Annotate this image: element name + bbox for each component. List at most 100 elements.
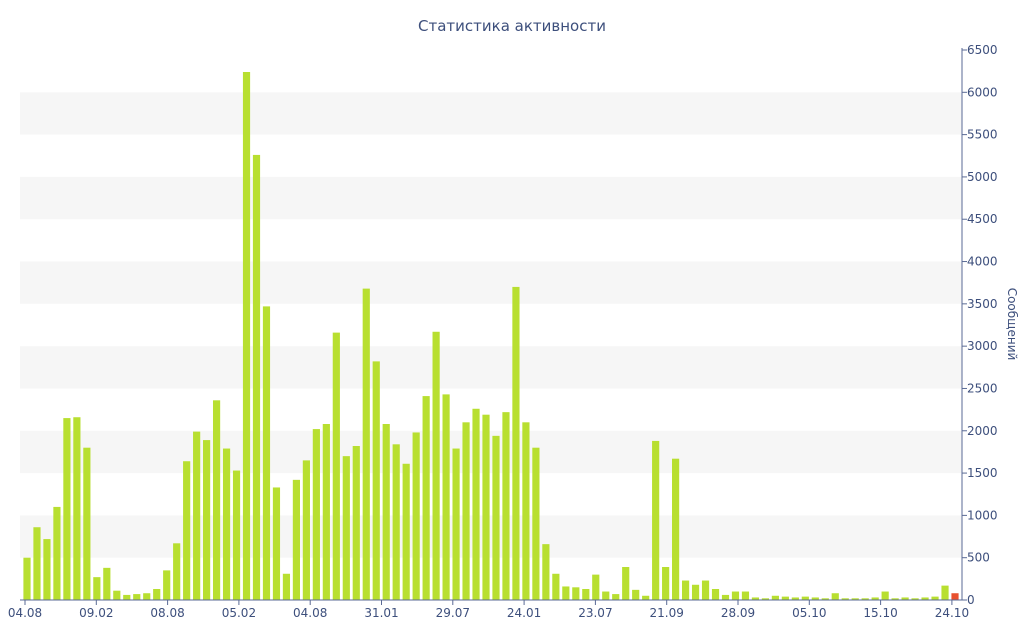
bar	[322, 424, 330, 600]
x-axis-ticks: 04.08 09.02 08.08 05.02 04.08 31.01 29.07 24.01…	[8, 600, 969, 620]
bar	[841, 598, 849, 600]
bar	[881, 591, 889, 600]
bar	[292, 479, 300, 600]
bar	[232, 470, 241, 600]
bar	[542, 544, 550, 600]
bar	[502, 412, 510, 600]
bar	[113, 590, 121, 600]
bar	[552, 573, 560, 600]
x-tick-label: 29.07	[436, 606, 470, 620]
bar	[711, 589, 720, 600]
x-tick-label: 08.08	[150, 606, 184, 620]
y-tick-label: 4000	[967, 255, 998, 269]
bar	[133, 594, 141, 600]
x-tick-label: 09.02	[79, 606, 113, 620]
bar	[562, 586, 570, 600]
bar	[642, 595, 650, 600]
bar	[662, 567, 670, 600]
bars	[23, 72, 959, 601]
bar	[891, 598, 899, 600]
y-tick-label: 3000	[967, 339, 998, 353]
bar	[472, 408, 480, 600]
y-tick-label: 1500	[967, 466, 998, 480]
bar	[342, 456, 350, 600]
bar	[422, 396, 430, 600]
bar-current	[951, 593, 959, 600]
bar	[43, 539, 51, 600]
bar	[462, 422, 470, 600]
bar	[382, 424, 390, 600]
bar	[103, 567, 111, 600]
bar	[632, 589, 640, 600]
bar	[53, 506, 61, 600]
bar	[582, 589, 590, 600]
bar	[163, 570, 171, 600]
bar	[821, 598, 829, 600]
bar	[941, 585, 949, 600]
bar	[612, 594, 620, 600]
bar	[921, 597, 929, 600]
bar	[222, 448, 231, 600]
bar	[362, 288, 370, 600]
y-axis-ticks: 0 500 1000 1500 2000 2500 3000 3500 4000 4500 5000…	[962, 43, 998, 607]
bar	[492, 435, 500, 600]
x-tick-label: 04.08	[293, 606, 327, 620]
bar	[851, 598, 859, 600]
bar	[33, 527, 41, 600]
x-tick-label: 24.01	[507, 606, 541, 620]
bar	[652, 440, 660, 600]
bar	[432, 331, 440, 600]
x-tick-label: 31.01	[364, 606, 398, 620]
bar	[442, 394, 450, 600]
grid-band	[20, 92, 962, 135]
bar	[572, 587, 580, 600]
bar	[622, 567, 630, 600]
x-tick-label: 24.10	[935, 606, 969, 620]
grid-band	[20, 430, 962, 474]
bar	[522, 422, 530, 600]
bar	[592, 574, 600, 600]
bar	[173, 543, 181, 600]
bar	[721, 594, 730, 600]
bar	[532, 447, 540, 600]
bar	[153, 589, 161, 600]
bar	[83, 447, 91, 600]
bar	[831, 593, 839, 600]
grid-band	[20, 261, 962, 304]
bar	[412, 432, 420, 600]
bar	[811, 597, 819, 600]
bar	[691, 584, 700, 600]
y-tick-label: 4500	[967, 212, 998, 226]
bar	[731, 591, 740, 600]
bar	[681, 580, 690, 600]
grid-band	[20, 176, 962, 220]
bar	[93, 577, 101, 600]
bar	[73, 417, 81, 600]
bar	[372, 361, 380, 600]
bar	[781, 596, 789, 600]
x-tick-label: 21.09	[650, 606, 684, 620]
bar	[931, 596, 939, 600]
bar	[911, 598, 919, 600]
x-tick-label: 05.02	[222, 606, 256, 620]
chart-title: Статистика активности	[418, 17, 606, 35]
bar	[193, 431, 201, 600]
bar	[212, 400, 221, 600]
x-tick-label: 15.10	[863, 606, 897, 620]
bar	[272, 487, 281, 600]
bar	[242, 72, 251, 600]
bar	[901, 597, 909, 600]
bar	[282, 573, 291, 600]
bar	[672, 458, 680, 600]
bar	[741, 591, 750, 600]
bar	[252, 154, 261, 601]
bar	[332, 332, 340, 600]
bar	[751, 597, 760, 600]
x-tick-label: 04.08	[8, 606, 42, 620]
bar	[312, 429, 320, 600]
x-tick-label: 05.10	[792, 606, 826, 620]
grid-bands	[20, 92, 962, 558]
bar	[63, 418, 71, 600]
bar	[143, 593, 151, 600]
x-tick-label: 23.07	[578, 606, 612, 620]
